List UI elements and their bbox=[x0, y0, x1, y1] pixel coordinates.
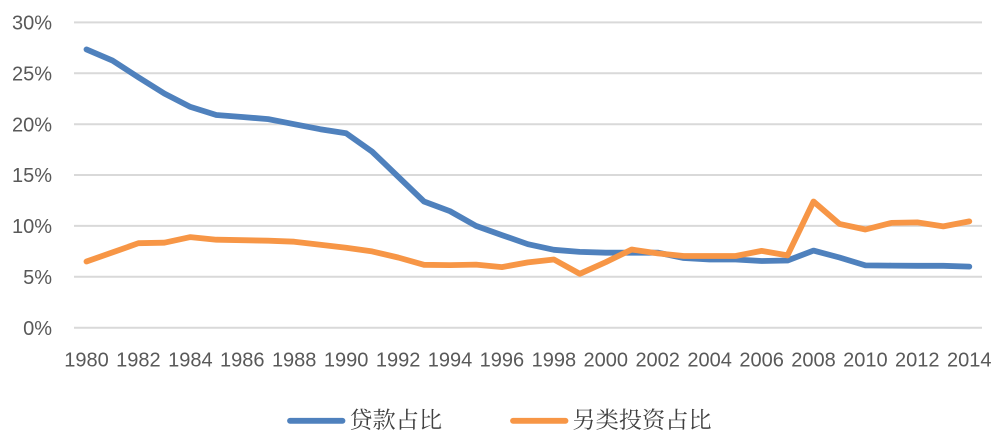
svg-text:20%: 20% bbox=[12, 114, 52, 136]
svg-text:1984: 1984 bbox=[168, 350, 213, 372]
svg-text:10%: 10% bbox=[12, 216, 52, 238]
svg-text:1996: 1996 bbox=[480, 350, 525, 372]
svg-text:1980: 1980 bbox=[64, 350, 109, 372]
svg-text:0%: 0% bbox=[23, 318, 52, 340]
svg-text:2004: 2004 bbox=[687, 350, 732, 372]
svg-text:1988: 1988 bbox=[272, 350, 317, 372]
svg-text:25%: 25% bbox=[12, 64, 52, 86]
svg-text:5%: 5% bbox=[23, 267, 52, 289]
svg-text:2014: 2014 bbox=[947, 350, 992, 372]
svg-text:2012: 2012 bbox=[895, 350, 940, 372]
svg-text:2010: 2010 bbox=[843, 350, 888, 372]
svg-text:15%: 15% bbox=[12, 165, 52, 187]
svg-text:1982: 1982 bbox=[116, 350, 161, 372]
svg-text:2002: 2002 bbox=[635, 350, 680, 372]
svg-text:2000: 2000 bbox=[584, 350, 629, 372]
svg-text:1986: 1986 bbox=[220, 350, 265, 372]
svg-text:1998: 1998 bbox=[532, 350, 577, 372]
svg-text:30%: 30% bbox=[12, 13, 52, 35]
svg-text:2008: 2008 bbox=[791, 350, 836, 372]
svg-text:1994: 1994 bbox=[428, 350, 473, 372]
svg-text:1992: 1992 bbox=[376, 350, 421, 372]
svg-text:2006: 2006 bbox=[739, 350, 784, 372]
svg-text:1990: 1990 bbox=[324, 350, 369, 372]
